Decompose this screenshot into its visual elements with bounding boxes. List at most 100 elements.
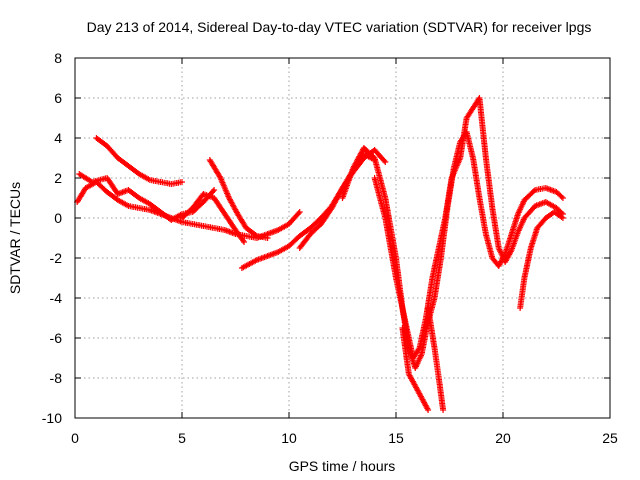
data-point-trail xyxy=(406,372,418,388)
data-point-trail xyxy=(202,223,216,231)
data-point-trail xyxy=(137,171,152,183)
data-point-trail xyxy=(105,144,120,160)
data-point-trail xyxy=(419,396,431,412)
data-point-trail xyxy=(287,234,302,248)
data-point xyxy=(211,187,218,193)
series-satellite-track-7 xyxy=(296,151,378,251)
data-point-trail xyxy=(148,202,163,214)
data-point-trail xyxy=(436,216,448,250)
data-point-trail xyxy=(127,203,141,211)
data-point-trail xyxy=(308,216,323,230)
data-point-trail xyxy=(116,156,131,168)
y-tick-label: 0 xyxy=(54,210,62,226)
data-point-trail xyxy=(502,232,515,256)
data-point-trail xyxy=(372,156,388,200)
data-point-trail xyxy=(442,176,455,220)
x-tick-label: 10 xyxy=(281,430,297,446)
data-point-trail xyxy=(464,130,476,160)
data-point-trail xyxy=(297,232,313,250)
series-satellite-track-2 xyxy=(93,135,185,187)
data-point-trail xyxy=(218,176,232,200)
data-point-trail xyxy=(116,197,130,209)
data-point-trail xyxy=(431,346,442,380)
x-tick-label: 15 xyxy=(388,430,404,446)
data-point-trail xyxy=(382,196,399,260)
data-point-trail xyxy=(298,226,313,238)
data-point-trail xyxy=(287,210,302,226)
data-point-trail xyxy=(222,212,238,232)
data-point-trail xyxy=(515,216,527,234)
data-point-trail xyxy=(464,106,476,120)
series-satellite-track-11 xyxy=(425,305,447,413)
data-point-trail xyxy=(431,256,444,300)
data-point-trail xyxy=(94,136,109,148)
data-point-trail xyxy=(180,219,194,227)
y-tick-label: 2 xyxy=(54,170,62,186)
data-point-trail xyxy=(105,190,120,202)
data-point-trail xyxy=(235,212,249,230)
series-satellite-track-12 xyxy=(517,209,566,311)
data-point-trail xyxy=(159,179,173,187)
x-tick-label: 25 xyxy=(602,430,618,446)
data-point-trail xyxy=(476,196,489,236)
data-point-trail xyxy=(483,156,496,210)
y-tick-label: -2 xyxy=(50,250,63,266)
data-point-trail xyxy=(476,96,489,160)
data-point-trail xyxy=(75,186,88,204)
data-point-trail xyxy=(362,146,377,160)
data-point-trail xyxy=(413,384,424,400)
data-point-trail xyxy=(148,177,162,185)
y-tick-label: -6 xyxy=(50,330,63,346)
x-axis-label: GPS time / hours xyxy=(289,458,396,474)
y-axis-label: SDTVAR / TECUs xyxy=(7,182,23,294)
y-tick-label: 8 xyxy=(54,50,62,66)
data-point-trail xyxy=(276,221,291,233)
data-point xyxy=(264,235,271,241)
data-point-trail xyxy=(308,222,323,236)
data-point-trail xyxy=(521,246,534,280)
data-point-trail xyxy=(77,171,94,185)
data-point-trail xyxy=(457,116,470,160)
data-point-trail xyxy=(489,206,502,250)
plot-frame xyxy=(74,57,611,419)
data-point-trail xyxy=(449,156,463,180)
x-tick-label: 20 xyxy=(495,430,511,446)
data-point-trail xyxy=(416,316,429,350)
y-tick-label: -10 xyxy=(42,410,62,426)
chart-title: Day 213 of 2014, Sidereal Day-to-day VTE… xyxy=(87,19,592,35)
y-tick-label: -4 xyxy=(50,290,63,306)
axis-ticks: 0 5 10 15 20 25 -10 -8 -6 -4 -2 0 2 4 6 8 xyxy=(42,50,618,446)
data-point-trail xyxy=(212,196,227,216)
data-point xyxy=(296,209,303,215)
data-point-trail xyxy=(436,376,446,412)
data-point-trail xyxy=(535,216,548,230)
data-series xyxy=(74,95,566,413)
data-point-trail xyxy=(470,156,483,200)
data-point-trail xyxy=(372,148,388,164)
data-point-trail xyxy=(399,326,412,376)
data-point-trail xyxy=(233,228,247,244)
data-point-trail xyxy=(180,206,195,220)
data-point-trail xyxy=(554,190,565,200)
data-point-trail xyxy=(105,176,120,196)
data-point-trail xyxy=(372,176,388,220)
data-point-trail xyxy=(544,199,558,211)
data-point-trail xyxy=(207,158,223,180)
data-point-trail xyxy=(509,212,521,236)
data-point-trail xyxy=(517,276,528,310)
data-point-trail xyxy=(483,232,495,260)
data-point-trail xyxy=(393,276,410,330)
data-point-trail xyxy=(126,164,141,176)
y-tick-label: 6 xyxy=(54,90,62,106)
data-point-trail xyxy=(240,257,259,271)
data-point xyxy=(241,239,248,245)
data-point-trail xyxy=(411,346,422,360)
data-point-trail xyxy=(170,179,184,187)
x-tick-label: 0 xyxy=(71,430,79,446)
data-point-trail xyxy=(329,186,345,210)
data-point xyxy=(440,407,447,413)
y-tick-label: 4 xyxy=(54,130,62,146)
series-satellite-track-10 xyxy=(399,325,432,413)
data-point-trail xyxy=(126,188,141,200)
